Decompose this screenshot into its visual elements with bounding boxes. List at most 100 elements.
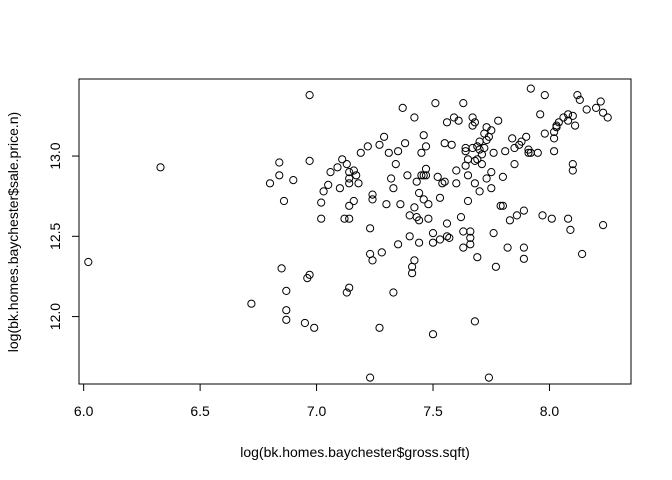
data-point bbox=[463, 196, 473, 206]
data-point bbox=[442, 219, 452, 228]
data-point bbox=[466, 240, 475, 249]
plot-frame bbox=[78, 78, 632, 385]
data-point bbox=[349, 196, 358, 206]
data-point bbox=[305, 156, 314, 165]
data-point bbox=[519, 254, 529, 263]
data-point bbox=[459, 227, 468, 236]
data-point bbox=[522, 132, 531, 141]
data-point bbox=[380, 132, 389, 141]
y-tick-label: 12.5 bbox=[47, 222, 63, 249]
data-point bbox=[470, 317, 479, 326]
data-point bbox=[550, 134, 559, 143]
data-point bbox=[424, 214, 433, 223]
data-point bbox=[503, 243, 512, 252]
data-point bbox=[310, 323, 319, 332]
data-point bbox=[363, 142, 372, 151]
data-point bbox=[317, 214, 326, 223]
data-point bbox=[508, 134, 517, 143]
data-point bbox=[368, 195, 377, 204]
data-point bbox=[494, 116, 503, 125]
data-point bbox=[342, 288, 351, 297]
data-point bbox=[279, 196, 289, 206]
data-point bbox=[356, 148, 365, 157]
data-point bbox=[540, 129, 549, 138]
data-point bbox=[463, 155, 473, 164]
data-point bbox=[405, 211, 414, 220]
data-point bbox=[326, 168, 335, 177]
data-point bbox=[498, 201, 507, 210]
data-point bbox=[564, 214, 573, 223]
data-point bbox=[470, 118, 479, 127]
data-point bbox=[398, 103, 407, 113]
data-point bbox=[345, 174, 354, 183]
data-point bbox=[282, 315, 291, 324]
data-point bbox=[599, 108, 608, 117]
data-point bbox=[324, 180, 333, 189]
data-point bbox=[247, 299, 256, 308]
data-point bbox=[405, 232, 414, 241]
data-point bbox=[480, 143, 489, 153]
data-point bbox=[519, 206, 529, 215]
x-tick-label: 8.0 bbox=[540, 403, 560, 419]
data-point bbox=[366, 224, 375, 233]
data-point bbox=[352, 171, 361, 180]
data-point bbox=[482, 174, 491, 183]
data-point bbox=[440, 139, 449, 148]
data-point bbox=[438, 179, 447, 188]
data-point bbox=[428, 330, 438, 339]
data-point bbox=[84, 257, 93, 267]
data-point bbox=[345, 201, 354, 210]
data-point bbox=[568, 111, 577, 121]
data-point bbox=[566, 225, 575, 234]
data-point bbox=[377, 248, 386, 257]
data-point bbox=[415, 238, 424, 247]
data-point bbox=[592, 103, 601, 113]
data-point bbox=[487, 126, 496, 135]
data-point bbox=[349, 166, 358, 175]
data-point bbox=[345, 214, 354, 223]
data-point bbox=[396, 200, 405, 209]
data-point bbox=[487, 168, 496, 177]
data-point bbox=[394, 240, 403, 249]
data-point bbox=[300, 318, 309, 328]
data-point bbox=[319, 187, 328, 196]
data-point bbox=[408, 269, 417, 278]
data-point bbox=[540, 91, 549, 100]
data-point bbox=[421, 142, 431, 151]
data-point bbox=[526, 84, 535, 93]
y-axis: 12.0 12.5 13.0 bbox=[47, 142, 80, 330]
data-point bbox=[412, 177, 421, 186]
data-point bbox=[459, 99, 468, 108]
data-point bbox=[417, 148, 426, 157]
data-point bbox=[445, 233, 454, 242]
data-point bbox=[489, 229, 498, 238]
data-point bbox=[473, 253, 482, 262]
data-point bbox=[382, 200, 391, 209]
data-point bbox=[491, 262, 500, 271]
data-point bbox=[424, 200, 433, 209]
data-point bbox=[564, 110, 573, 119]
data-point bbox=[275, 158, 284, 167]
data-point bbox=[342, 160, 351, 169]
data-point bbox=[512, 211, 522, 220]
data-point bbox=[305, 270, 314, 279]
x-tick-label: 7.5 bbox=[423, 403, 443, 419]
data-point bbox=[468, 143, 477, 153]
data-point bbox=[433, 172, 442, 181]
data-point bbox=[275, 171, 284, 180]
data-point bbox=[410, 203, 419, 212]
data-point bbox=[564, 116, 573, 125]
data-point bbox=[305, 91, 314, 100]
data-point bbox=[375, 140, 384, 149]
data-point bbox=[431, 99, 440, 108]
data-point bbox=[156, 163, 165, 172]
data-point bbox=[582, 105, 591, 114]
data-point bbox=[389, 184, 398, 193]
data-point bbox=[410, 113, 419, 122]
data-point bbox=[345, 283, 354, 292]
data-point bbox=[419, 131, 428, 140]
data-point bbox=[554, 118, 563, 127]
data-point bbox=[421, 171, 431, 180]
data-point bbox=[403, 171, 412, 180]
points-layer bbox=[84, 84, 612, 382]
